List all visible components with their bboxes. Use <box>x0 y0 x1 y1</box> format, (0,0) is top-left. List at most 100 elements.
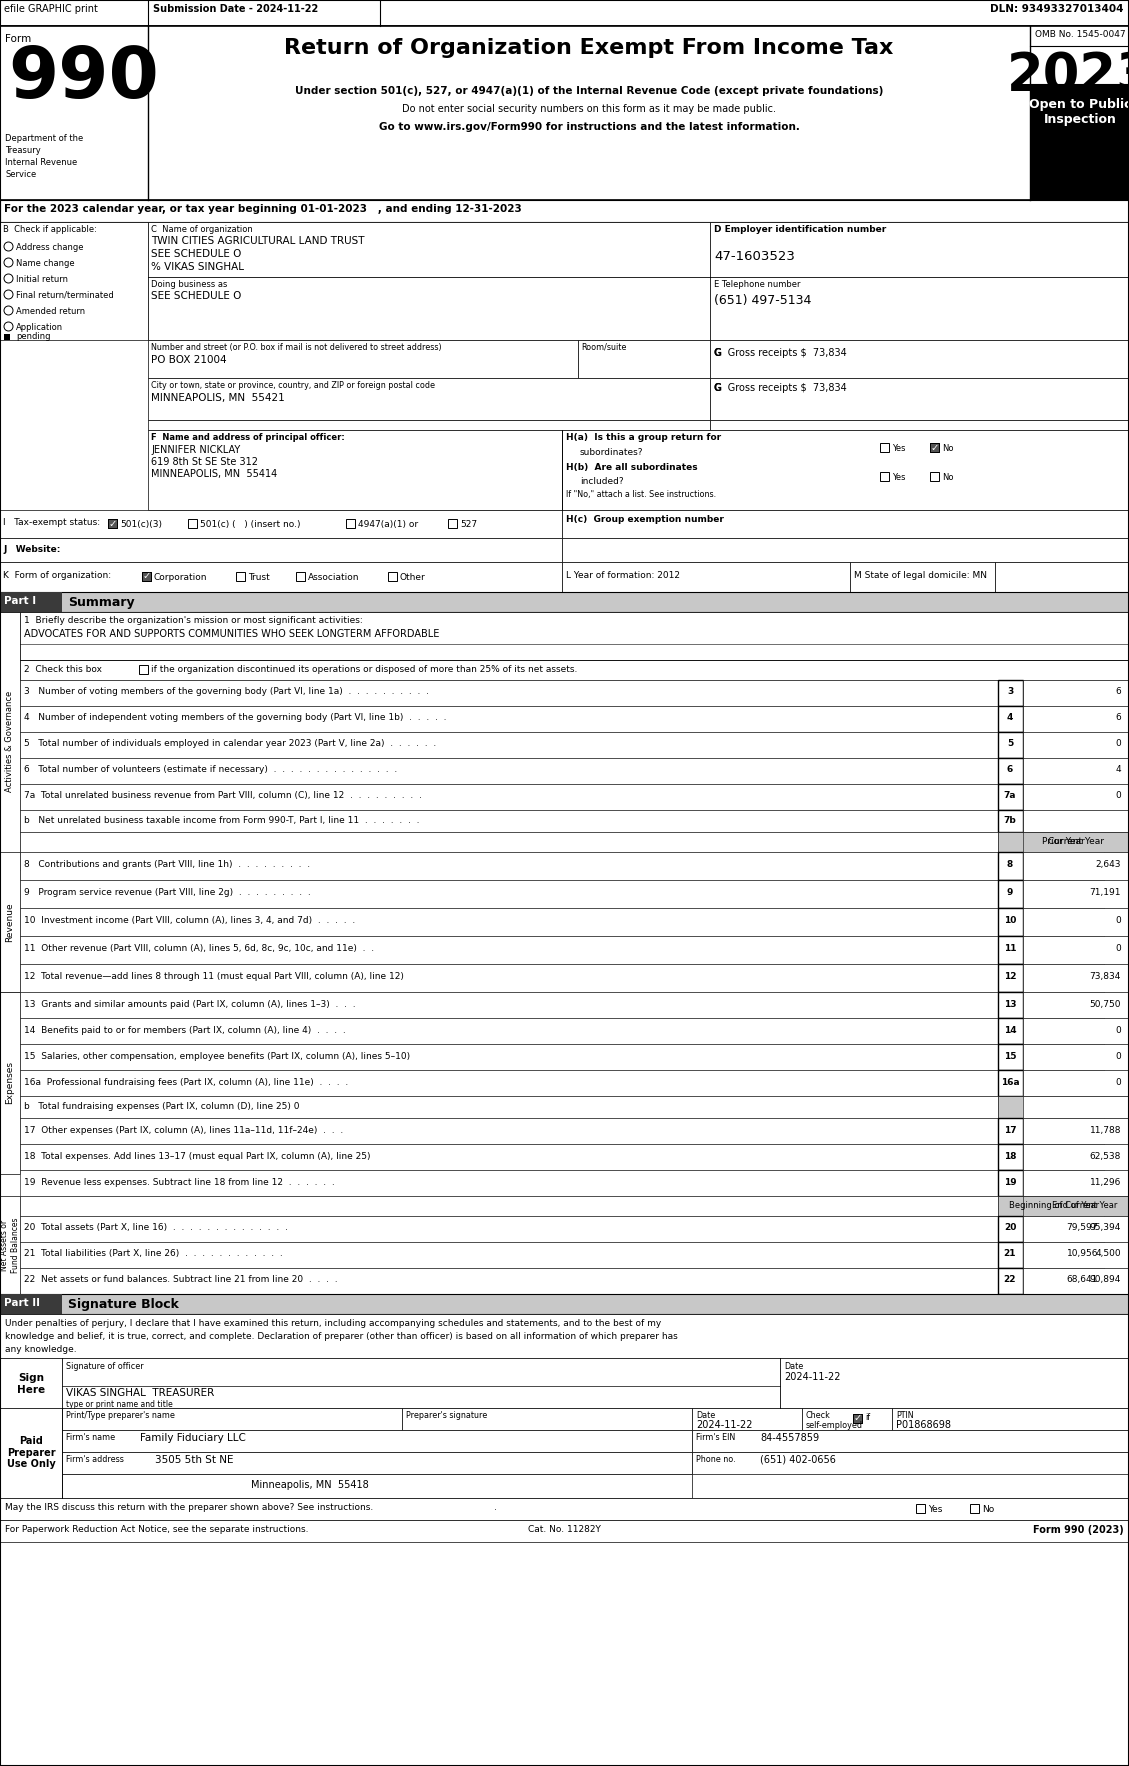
Bar <box>998 908 1023 936</box>
Text: MINNEAPOLIS, MN  55421: MINNEAPOLIS, MN 55421 <box>151 394 285 403</box>
Text: 16a: 16a <box>1000 1077 1019 1088</box>
Text: self-employed: self-employed <box>806 1422 863 1430</box>
Text: pending: pending <box>16 332 51 341</box>
Text: 501(c) (   ) (insert no.): 501(c) ( ) (insert no.) <box>200 519 300 530</box>
Bar <box>1023 784 1129 811</box>
Bar <box>0 1294 62 1314</box>
Text: Firm's address: Firm's address <box>65 1455 124 1464</box>
Bar <box>1023 1097 1129 1118</box>
Bar <box>20 1217 998 1241</box>
Text: Submission Date - 2024-11-22: Submission Date - 2024-11-22 <box>154 4 318 14</box>
Bar <box>1023 1070 1104 1097</box>
Text: 50,750: 50,750 <box>1089 1000 1121 1008</box>
Bar <box>1023 1118 1104 1144</box>
Bar <box>20 851 998 879</box>
Bar <box>854 1415 863 1423</box>
Bar <box>1023 964 1129 992</box>
Text: 21  Total liabilities (Part X, line 26)  .  .  .  .  .  .  .  .  .  .  .  .: 21 Total liabilities (Part X, line 26) .… <box>24 1249 282 1257</box>
Text: If "No," attach a list. See instructions.: If "No," attach a list. See instructions… <box>566 489 716 500</box>
Text: ✓: ✓ <box>854 1413 861 1423</box>
Text: 17: 17 <box>1004 1127 1016 1136</box>
Bar <box>62 1430 692 1452</box>
Text: 9: 9 <box>1007 888 1013 897</box>
Text: SEE SCHEDULE O: SEE SCHEDULE O <box>151 291 242 300</box>
Bar <box>388 572 397 581</box>
Bar <box>1023 1017 1129 1044</box>
Text: TWIN CITIES AGRICULTURAL LAND TRUST: TWIN CITIES AGRICULTURAL LAND TRUST <box>151 237 365 245</box>
Text: Final return/terminated: Final return/terminated <box>16 291 114 300</box>
Text: 13: 13 <box>1004 1000 1016 1008</box>
Bar <box>1023 851 1129 879</box>
Text: H(a)  Is this a group return for: H(a) Is this a group return for <box>566 433 721 442</box>
Text: 2024-11-22: 2024-11-22 <box>784 1372 840 1383</box>
Bar <box>20 1097 998 1118</box>
Text: 2024-11-22: 2024-11-22 <box>695 1420 753 1430</box>
Text: 619 8th St SE Ste 312: 619 8th St SE Ste 312 <box>151 457 259 466</box>
Text: 21: 21 <box>1004 1249 1016 1257</box>
Text: Yes: Yes <box>892 443 905 454</box>
Text: Yes: Yes <box>892 473 905 482</box>
Text: efile GRAPHIC print: efile GRAPHIC print <box>5 4 98 14</box>
Text: 14  Benefits paid to or for members (Part IX, column (A), line 4)  .  .  .  .: 14 Benefits paid to or for members (Part… <box>24 1026 345 1035</box>
Bar <box>879 472 889 480</box>
Text: 12: 12 <box>1004 971 1016 980</box>
Text: 6: 6 <box>1115 713 1121 722</box>
Bar <box>236 572 245 581</box>
Bar <box>710 341 1129 378</box>
Bar <box>0 26 1129 200</box>
Text: Application: Application <box>16 323 63 332</box>
Bar <box>998 706 1023 731</box>
Bar <box>0 613 20 871</box>
Bar <box>0 539 562 562</box>
Bar <box>1023 1217 1104 1241</box>
Bar <box>562 539 1129 562</box>
Text: Beginning of Current Year: Beginning of Current Year <box>1009 1201 1118 1210</box>
Bar <box>998 680 1023 706</box>
Text: 14: 14 <box>1004 1026 1016 1035</box>
Bar <box>142 572 151 581</box>
Text: 18: 18 <box>1004 1151 1016 1160</box>
Text: Initial return: Initial return <box>16 275 68 284</box>
Bar <box>402 1408 692 1430</box>
Text: 20: 20 <box>1004 1224 1016 1233</box>
Bar <box>562 429 1129 510</box>
Bar <box>562 562 850 592</box>
Bar <box>930 472 939 480</box>
Text: ✓: ✓ <box>930 443 938 452</box>
Bar <box>562 510 1129 539</box>
Bar <box>148 341 578 378</box>
Text: 527: 527 <box>460 519 478 530</box>
Text: 73,834: 73,834 <box>1089 971 1121 980</box>
Text: Signature of officer: Signature of officer <box>65 1362 143 1370</box>
Text: C  Name of organization: C Name of organization <box>151 224 253 235</box>
Bar <box>20 1044 998 1070</box>
Bar <box>1023 1044 1104 1070</box>
Text: Revenue: Revenue <box>6 902 15 941</box>
Text: DLN: 93493327013404: DLN: 93493327013404 <box>990 4 1124 14</box>
Text: 11,296: 11,296 <box>1089 1178 1121 1187</box>
Bar <box>1023 1196 1129 1217</box>
Bar <box>1023 758 1129 784</box>
Text: Prior Year: Prior Year <box>1042 837 1084 846</box>
Text: 13  Grants and similar amounts paid (Part IX, column (A), lines 1–3)  .  .  .: 13 Grants and similar amounts paid (Part… <box>24 1000 356 1008</box>
Text: Trust: Trust <box>248 572 270 583</box>
Text: 4   Number of independent voting members of the governing body (Part VI, line 1b: 4 Number of independent voting members o… <box>24 713 446 722</box>
Bar <box>189 519 196 528</box>
Text: PTIN: PTIN <box>896 1411 913 1420</box>
Text: 90,894: 90,894 <box>1089 1275 1121 1284</box>
Text: b   Net unrelated business taxable income from Form 990-T, Part I, line 11  .  .: b Net unrelated business taxable income … <box>24 816 420 825</box>
Bar <box>850 562 995 592</box>
Bar <box>1023 1241 1104 1268</box>
Text: Amended return: Amended return <box>16 307 85 316</box>
Bar <box>0 1358 1129 1408</box>
Text: 12  Total revenue—add lines 8 through 11 (must equal Part VIII, column (A), line: 12 Total revenue—add lines 8 through 11 … <box>24 971 404 980</box>
Text: Corporation: Corporation <box>154 572 208 583</box>
Text: Go to www.irs.gov/Form990 for instructions and the latest information.: Go to www.irs.gov/Form990 for instructio… <box>378 122 799 132</box>
Text: Date: Date <box>784 1362 803 1370</box>
Text: H(b)  Are all subordinates: H(b) Are all subordinates <box>566 463 698 472</box>
Bar <box>1023 731 1129 758</box>
Text: B  Check if applicable:: B Check if applicable: <box>3 224 97 235</box>
Bar <box>20 758 998 784</box>
Bar <box>1023 832 1129 851</box>
Text: if: if <box>865 1413 870 1422</box>
